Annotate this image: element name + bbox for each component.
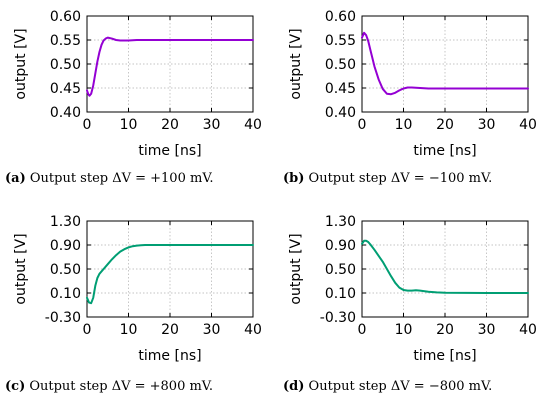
y-axis-label: output [V] bbox=[13, 28, 29, 99]
caption-b: (b) Output step ΔV = −100 mV. bbox=[283, 171, 550, 186]
y-axis-label: output [V] bbox=[288, 233, 304, 304]
y-tick-label: 0.50 bbox=[50, 57, 81, 73]
x-axis-label: time [ns] bbox=[413, 143, 476, 159]
x-axis-label: time [ns] bbox=[413, 348, 476, 364]
x-axis-label: time [ns] bbox=[138, 143, 201, 159]
y-tick-label: 0.50 bbox=[50, 262, 81, 278]
y-tick-label: 0.90 bbox=[50, 238, 81, 254]
chart-panel-c: 0 10 20 30 40 -0.30 0.10 0.50 0.90 1.30 time [ns] o… bbox=[0, 205, 275, 409]
y-tick-label: 1.30 bbox=[50, 214, 81, 230]
y-tick-label: 0.60 bbox=[325, 9, 356, 25]
y-tick-label: 0.40 bbox=[50, 105, 81, 121]
caption-text-d: Output step ΔV = −800 mV. bbox=[304, 379, 493, 394]
x-tick-label: 20 bbox=[436, 322, 454, 338]
x-tick-label: 10 bbox=[395, 117, 413, 133]
y-tick-label: 0.55 bbox=[325, 33, 356, 49]
chart-b: 0 10 20 30 40 0.40 0.45 0.50 0.55 0.60 time [ns] ou… bbox=[288, 9, 537, 159]
x-axis-label: time [ns] bbox=[138, 348, 201, 364]
y-tick-label: 0.10 bbox=[325, 286, 356, 302]
caption-d: (d) Output step ΔV = −800 mV. bbox=[283, 379, 550, 394]
x-tick-label: 0 bbox=[83, 322, 92, 338]
y-tick-label: 0.60 bbox=[50, 9, 81, 25]
y-tick-label: -0.30 bbox=[45, 310, 81, 326]
chart-c: 0 10 20 30 40 -0.30 0.10 0.50 0.90 1.30 time [ns] o… bbox=[13, 214, 262, 364]
y-axis-label: output [V] bbox=[288, 28, 304, 99]
y-tick-label: 0.45 bbox=[50, 81, 81, 97]
x-tick-label: 40 bbox=[519, 322, 537, 338]
y-tick-label: -0.30 bbox=[320, 310, 356, 326]
caption-tag-c: (c) bbox=[5, 379, 26, 394]
x-tick-label: 30 bbox=[478, 322, 496, 338]
chart-panel-a: 0 10 20 30 40 0.40 0.45 0.50 0.55 0.60 time [ns] ou… bbox=[0, 0, 275, 204]
caption-tag-d: (d) bbox=[283, 379, 305, 394]
x-tick-label: 0 bbox=[83, 117, 92, 133]
y-axis-label: output [V] bbox=[13, 233, 29, 304]
x-tick-label: 20 bbox=[161, 322, 179, 338]
y-tick-label: 0.45 bbox=[325, 81, 356, 97]
series-line bbox=[86, 36, 254, 97]
x-tick-label: 40 bbox=[244, 117, 262, 133]
y-tick-label: 0.90 bbox=[325, 238, 356, 254]
x-tick-label: 10 bbox=[120, 322, 138, 338]
x-tick-label: 10 bbox=[395, 322, 413, 338]
caption-text-c: Output step ΔV = +800 mV. bbox=[25, 379, 214, 394]
y-tick-label: 0.55 bbox=[50, 33, 81, 49]
y-tick-label: 0.10 bbox=[50, 286, 81, 302]
series-line bbox=[86, 244, 254, 305]
chart-a: 0 10 20 30 40 0.40 0.45 0.50 0.55 0.60 time [ns] ou… bbox=[13, 9, 262, 159]
y-tick-label: 1.30 bbox=[325, 214, 356, 230]
caption-text-a: Output step ΔV = +100 mV. bbox=[25, 171, 214, 186]
series-line bbox=[361, 239, 529, 294]
caption-tag-b: (b) bbox=[283, 171, 305, 186]
caption-c: (c) Output step ΔV = +800 mV. bbox=[5, 379, 280, 394]
x-tick-label: 40 bbox=[244, 322, 262, 338]
y-tick-label: 0.40 bbox=[325, 105, 356, 121]
x-tick-label: 20 bbox=[161, 117, 179, 133]
caption-text-b: Output step ΔV = −100 mV. bbox=[304, 171, 493, 186]
chart-panel-b: 0 10 20 30 40 0.40 0.45 0.50 0.55 0.60 time [ns] ou… bbox=[275, 0, 550, 204]
x-tick-label: 0 bbox=[358, 322, 367, 338]
y-tick-label: 0.50 bbox=[325, 262, 356, 278]
x-tick-label: 30 bbox=[203, 117, 221, 133]
series-line bbox=[361, 31, 529, 96]
x-tick-label: 30 bbox=[478, 117, 496, 133]
chart-d: 0 10 20 30 40 -0.30 0.10 0.50 0.90 1.30 time [ns] o… bbox=[288, 214, 537, 364]
x-tick-label: 40 bbox=[519, 117, 537, 133]
y-tick-label: 0.50 bbox=[325, 57, 356, 73]
x-tick-label: 30 bbox=[203, 322, 221, 338]
x-tick-label: 0 bbox=[358, 117, 367, 133]
caption-a: (a) Output step ΔV = +100 mV. bbox=[5, 171, 280, 186]
chart-panel-d: 0 10 20 30 40 -0.30 0.10 0.50 0.90 1.30 time [ns] o… bbox=[275, 205, 550, 409]
x-tick-label: 10 bbox=[120, 117, 138, 133]
x-tick-label: 20 bbox=[436, 117, 454, 133]
caption-tag-a: (a) bbox=[5, 171, 26, 186]
